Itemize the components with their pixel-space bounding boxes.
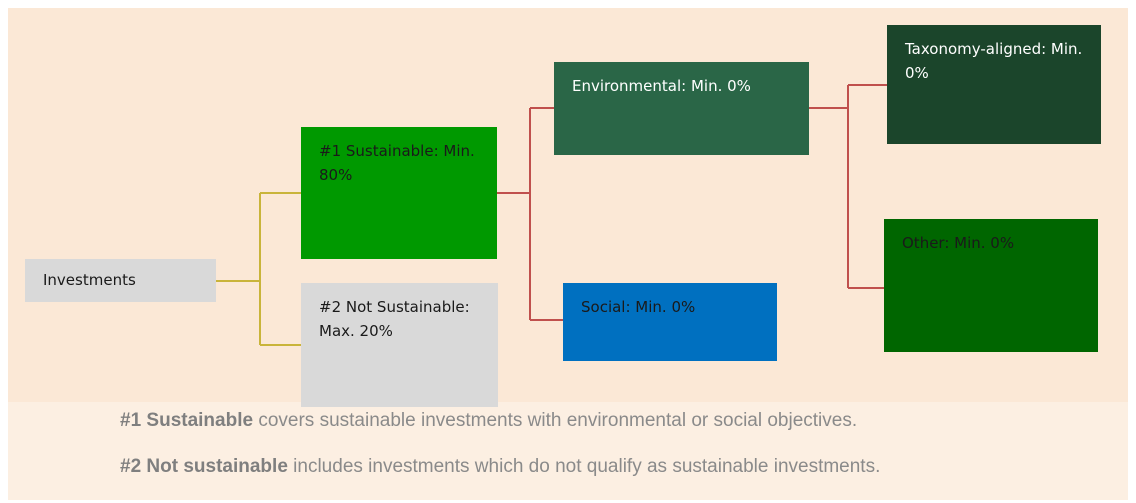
connector	[216, 192, 301, 346]
node: Social: Min. 0%	[563, 283, 777, 361]
node: Other: Min. 0%	[884, 219, 1098, 352]
connector	[497, 107, 563, 321]
connector	[809, 84, 887, 289]
note: #1 Sustainable covers sustainable invest…	[120, 410, 857, 432]
node: Environmental: Min. 0%	[554, 62, 809, 155]
node: Investments	[25, 259, 216, 302]
note-text: covers sustainable investments with envi…	[253, 410, 858, 431]
node: #1 Sustainable: Min. 80%	[301, 127, 497, 259]
node: #2 Not Sustainable: Max. 20%	[301, 283, 498, 407]
note-bold: #1 Sustainable	[120, 410, 254, 431]
note-text: includes investments which do not qualif…	[287, 456, 881, 477]
node: Taxonomy-aligned: Min. 0%	[887, 25, 1101, 144]
background	[8, 402, 1128, 500]
note: #2 Not sustainable includes investments …	[120, 456, 880, 478]
note-bold: #2 Not sustainable	[120, 456, 288, 477]
